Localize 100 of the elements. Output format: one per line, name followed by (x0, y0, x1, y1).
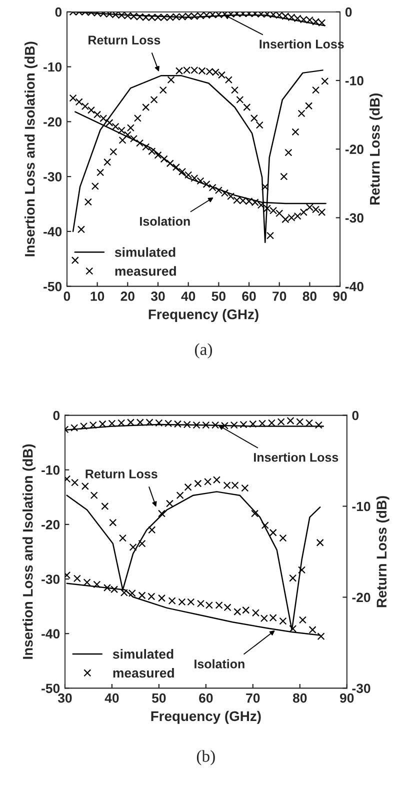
y-tick-label: -10 (44, 62, 62, 72)
point (154, 151, 162, 159)
point (71, 478, 79, 486)
x-tick-label: 60 (199, 693, 213, 703)
point (261, 522, 269, 530)
y2-tick-label: -10 (345, 76, 364, 86)
point (81, 482, 89, 490)
y-tick-label: 0 (53, 410, 60, 420)
x-tick-label: 10 (90, 292, 104, 301)
point (184, 483, 192, 491)
point (148, 148, 156, 156)
point (298, 110, 306, 118)
point (64, 571, 71, 579)
point (148, 592, 156, 600)
text: (b) (196, 750, 215, 766)
point (84, 198, 92, 206)
point (298, 616, 306, 624)
x-tick-label: 30 (150, 292, 165, 301)
y2-axis-title: Return Loss (dB) (370, 93, 382, 204)
y-tick-label: -10 (42, 465, 60, 475)
point (224, 76, 232, 84)
point (279, 534, 287, 542)
point (289, 624, 297, 632)
point (96, 168, 104, 176)
point (168, 597, 176, 605)
point (300, 208, 308, 216)
point (312, 86, 320, 94)
point (306, 419, 314, 427)
legend-label: measured (113, 668, 174, 678)
point (159, 86, 167, 94)
x-axis-title: Frequency (GHz) (148, 309, 258, 322)
point (148, 526, 156, 534)
point (166, 160, 174, 168)
point (296, 418, 304, 426)
point (308, 626, 316, 634)
y2-tick-label: -30 (352, 684, 370, 694)
legend-label: measured (115, 266, 176, 276)
y-tick-label: -20 (42, 520, 60, 530)
point (256, 121, 264, 129)
x-tick-label: 80 (292, 693, 307, 703)
point (89, 421, 97, 429)
x-tick-label: 20 (120, 292, 134, 301)
x-tick-label: 60 (242, 292, 256, 301)
point (236, 96, 244, 104)
point (112, 122, 120, 130)
point (184, 171, 192, 179)
point (251, 510, 259, 518)
point (172, 163, 180, 171)
x-tick-label: 0 (64, 292, 70, 301)
point (166, 500, 174, 508)
point (241, 484, 249, 492)
point (279, 617, 287, 625)
x-tick-label: 70 (246, 693, 260, 703)
annotation: Return Loss (86, 470, 158, 478)
y-tick-label: -30 (44, 172, 62, 182)
point (75, 98, 83, 106)
y2-tick-label: 0 (345, 7, 352, 17)
point (77, 226, 85, 234)
point (252, 609, 260, 617)
y-tick-label: -30 (42, 574, 60, 584)
point (176, 492, 184, 500)
legend-label: simulated (114, 247, 176, 257)
point (158, 594, 166, 602)
point (93, 580, 101, 588)
point (94, 110, 102, 118)
point (119, 534, 126, 542)
x-tick-label: 90 (333, 292, 347, 301)
point (106, 119, 114, 127)
point (124, 131, 132, 139)
annotation: Return Loss (88, 36, 160, 44)
point (178, 168, 186, 176)
point (204, 478, 212, 486)
y-axis-title: Insertion Loss and Isolation (dB) (22, 444, 36, 659)
point (91, 182, 99, 190)
y-axis-title: Insertion Loss and Isolation (dB) (24, 42, 38, 256)
y2-tick-label: 0 (352, 410, 359, 420)
point (118, 136, 126, 144)
point (138, 592, 146, 600)
point (104, 158, 112, 166)
y2-tick-label: -40 (345, 282, 364, 292)
y-tick-label: 0 (55, 7, 62, 17)
point (280, 172, 288, 180)
point (317, 632, 325, 640)
y-tick-label: -20 (44, 117, 62, 127)
y2-tick-label: -20 (345, 144, 364, 154)
point (90, 492, 98, 500)
point (64, 475, 71, 483)
point (158, 510, 166, 518)
point (130, 134, 138, 142)
point (83, 578, 91, 586)
point (227, 192, 235, 200)
x-tick-label: 50 (152, 693, 166, 703)
point (292, 128, 300, 136)
point (138, 540, 146, 548)
point (194, 480, 202, 488)
x-tick-label: 40 (181, 292, 196, 301)
y2-axis-title: Return Loss (dB) (376, 496, 390, 608)
annotation: Isolation (140, 216, 190, 226)
point (269, 528, 277, 536)
annotation: Isolation (194, 659, 244, 668)
